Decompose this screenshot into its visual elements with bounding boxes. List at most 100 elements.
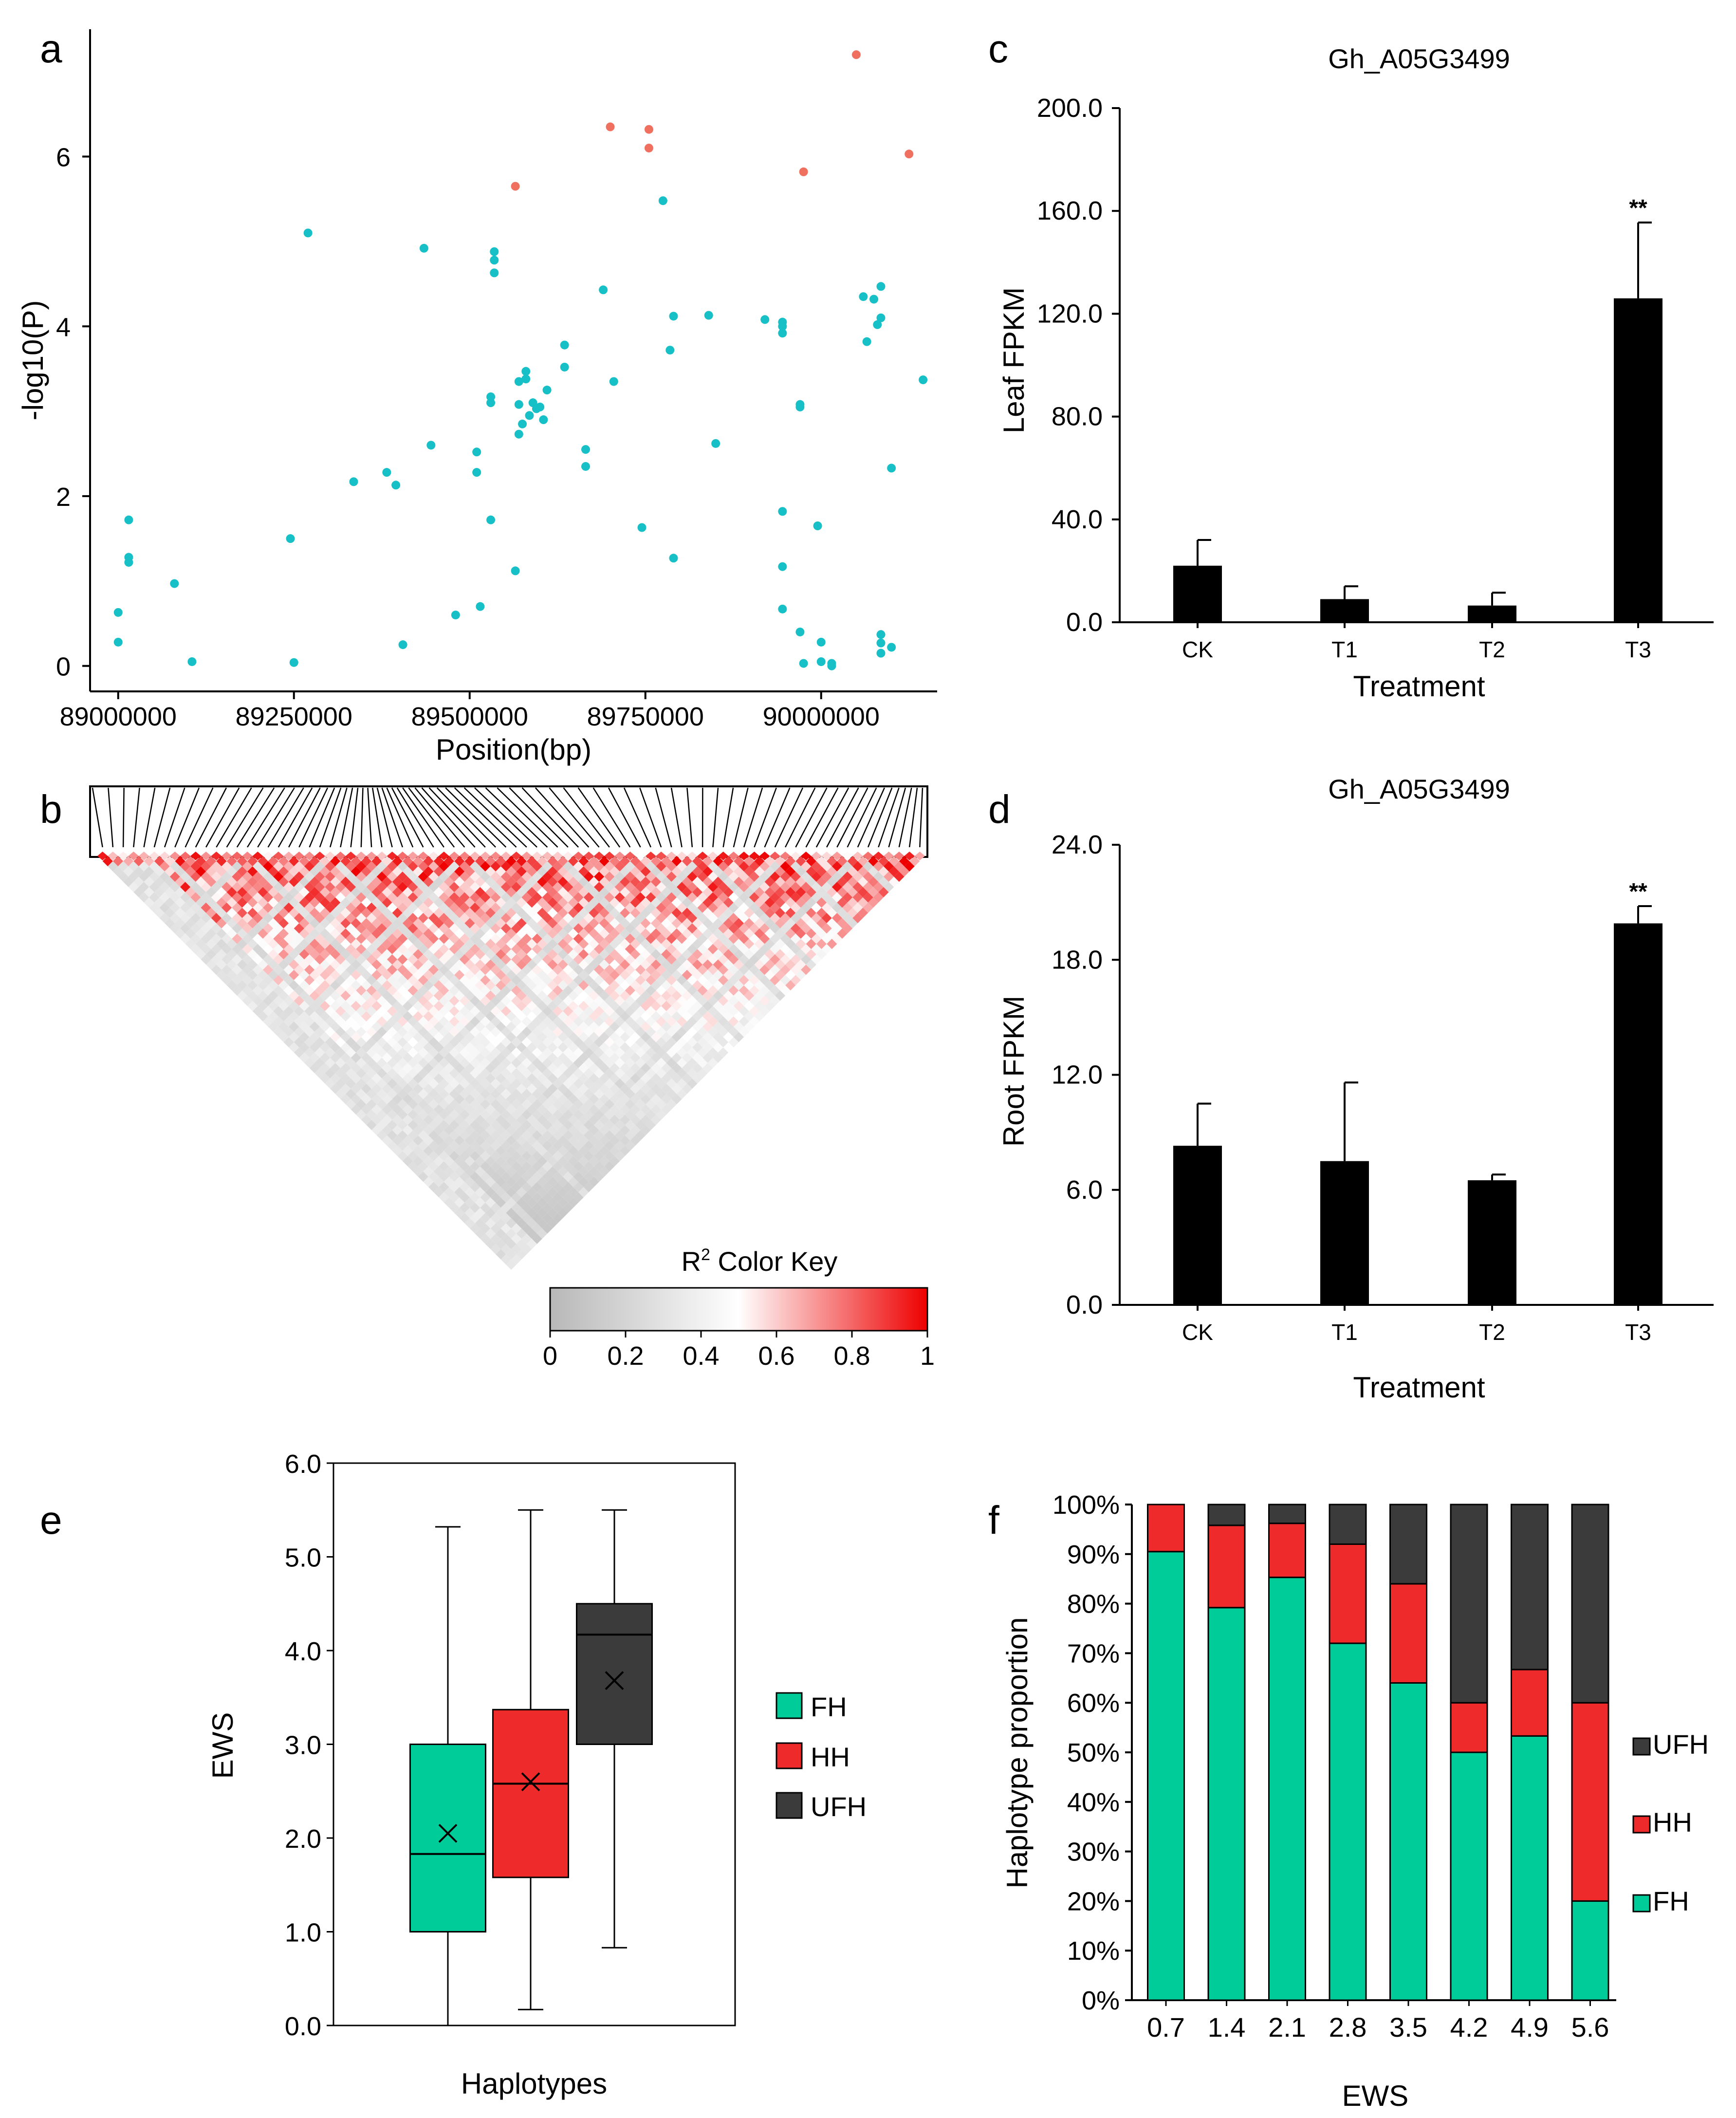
ld-diagonal-marker (894, 852, 905, 860)
bar-segment-fh (1571, 1900, 1609, 2001)
ld-diagonal-marker (397, 852, 408, 860)
ld-diagonal-marker (604, 852, 615, 860)
snp-point (286, 534, 295, 543)
ld-diagonal-marker (169, 852, 180, 860)
bar (1614, 923, 1662, 1305)
snp-connector (428, 787, 486, 848)
x-tick-label: T3 (1625, 1319, 1651, 1345)
snp-point (486, 392, 496, 401)
panel-label-f: f (988, 1498, 999, 1542)
snp-connector (785, 787, 816, 848)
snp-connector (577, 787, 621, 848)
panel-label-d: d (988, 787, 1011, 832)
snp-connector (408, 787, 455, 848)
legend-label: UFH (1653, 1729, 1709, 1760)
ld-diagonal-marker (201, 852, 211, 860)
ld-diagonal-marker (283, 852, 294, 860)
x-tick-label: 0.7 (1147, 2012, 1185, 2043)
x-tick-label: 89250000 (236, 702, 352, 731)
ld-diagonal-marker (904, 852, 915, 860)
x-axis-label: Position(bp) (436, 733, 591, 766)
ld-diagonal-marker (884, 852, 894, 860)
snp-connector (655, 787, 672, 848)
snp-connector (396, 787, 434, 848)
ld-diagonal-marker (842, 852, 853, 860)
snp-point (419, 243, 428, 253)
panel-label-b: b (40, 787, 62, 832)
snp-point (451, 611, 460, 620)
ld-diagonal-marker (707, 852, 718, 860)
bar-segment-fh (1329, 1642, 1367, 2001)
y-tick-label: 4 (56, 313, 71, 342)
y-tick-label: 70% (1067, 1639, 1120, 1668)
ld-diagonal-marker (697, 852, 708, 860)
snp-connector (414, 787, 465, 848)
snp-connector (878, 787, 900, 848)
snp-connector (216, 787, 252, 848)
snp-connector (277, 787, 313, 848)
snp-point (349, 477, 358, 486)
y-tick-label: 6.0 (285, 1449, 321, 1479)
snp-point (876, 649, 886, 658)
y-tick-label: 30% (1067, 1838, 1120, 1867)
ld-diagonal-marker (687, 852, 698, 860)
ld-diagonal-marker (759, 852, 770, 860)
bar (1173, 1146, 1222, 1305)
snp-point (514, 400, 523, 409)
ld-diagonal-marker (439, 852, 449, 860)
snp-connector (288, 787, 321, 848)
panel-label-e: e (40, 1498, 62, 1542)
legend-swatch (1632, 1815, 1651, 1834)
ld-heatmap: R2 Color Key 0 0.2 0.4 0.6 0.8 1 (89, 785, 935, 1371)
snp-connector (815, 787, 850, 848)
x-axis-label: EWS (1342, 2080, 1409, 2112)
ld-diagonal-marker (873, 852, 884, 860)
snp-connector (340, 787, 353, 848)
snp-point (426, 441, 436, 450)
snp-connector (857, 787, 885, 848)
ld-diagonal-marker (252, 852, 263, 860)
snp-connector (360, 787, 364, 848)
snp-position-track (89, 785, 928, 858)
snp-point (816, 657, 826, 666)
ld-diagonal-marker (770, 852, 780, 860)
snp-point (518, 419, 527, 428)
significant-snp-point (511, 182, 520, 191)
ews-boxplot: Haplotypes EWS 0.0 1.0 2.0 3.0 4.0 5.0 6.0 FH HH… (206, 1449, 867, 2100)
bar-segment-ufh (1329, 1504, 1367, 1545)
bar (1320, 599, 1369, 622)
snp-connector (164, 787, 185, 848)
snp-connector (535, 787, 590, 848)
legend-label: FH (811, 1691, 847, 1722)
snp-connector (236, 787, 275, 848)
ld-diagonal-marker (139, 852, 149, 860)
leaf-fpkm-chart: Gh_A05G3499 Treatment Leaf FPKM 0.0 40.0 8… (997, 43, 1714, 703)
bar-segment-ufh (1450, 1504, 1488, 1704)
snp-point (760, 315, 770, 324)
bar-segment-hh (1147, 1504, 1185, 1553)
significant-snp-point (905, 149, 914, 159)
snp-connector (712, 787, 719, 848)
legend-label: UFH (811, 1791, 867, 1822)
snp-connector (474, 787, 537, 848)
bar-segment-fh (1450, 1751, 1488, 2001)
snp-connector (463, 787, 527, 848)
legend-swatch (776, 1742, 803, 1769)
ld-diagonal-marker (553, 852, 563, 860)
ld-diagonal-marker (325, 852, 335, 860)
x-tick-label: T1 (1331, 637, 1358, 662)
snp-connector (92, 787, 103, 848)
ld-diagonal-marker (573, 852, 584, 860)
snp-connector (847, 787, 877, 848)
legend-label: HH (811, 1742, 850, 1772)
mean-marker (521, 1772, 540, 1791)
x-tick-label: CK (1182, 1319, 1213, 1345)
snp-connector (623, 787, 652, 848)
x-tick-label: T2 (1479, 1319, 1505, 1345)
y-tick-label: 1.0 (285, 1918, 321, 1948)
snp-connector (608, 787, 641, 848)
bar-segment-ufh (1571, 1504, 1609, 1704)
y-tick-label: 0% (1082, 1986, 1120, 2015)
ld-diagonal-marker (790, 852, 801, 860)
snp-connector (722, 787, 734, 848)
